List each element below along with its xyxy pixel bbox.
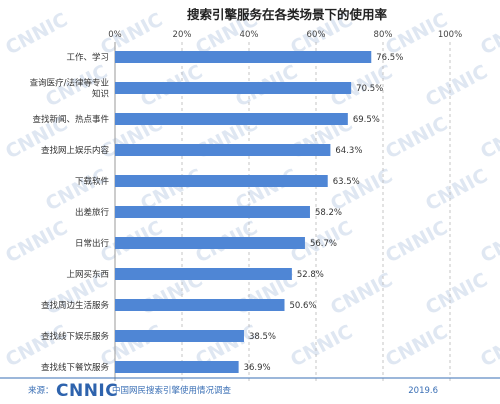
- data-label: 58.2%: [315, 208, 342, 218]
- bar: [115, 144, 331, 156]
- bar: [115, 113, 348, 125]
- watermark-text: CNNIC: [382, 321, 451, 372]
- footer-source-label: 来源：: [28, 386, 54, 396]
- watermark-text: CNNIC: [287, 321, 356, 372]
- footer-report-title: 中国网民搜索引擎使用情况调查: [112, 385, 232, 396]
- watermark-text: CNNIC: [2, 217, 71, 268]
- category-label: 工作、学习: [66, 52, 109, 63]
- watermark-text: CNNIC: [382, 113, 451, 164]
- category-label: 知识: [92, 89, 109, 100]
- bar: [115, 82, 352, 94]
- data-label: 63.5%: [333, 177, 360, 187]
- chart-title: 搜索引擎服务在各类场景下的使用率: [187, 7, 388, 22]
- bar: [115, 299, 285, 311]
- bar: [115, 268, 292, 280]
- watermark-text: CNNIC: [477, 217, 500, 268]
- bar: [115, 237, 305, 249]
- x-tick-label: 0%: [108, 30, 122, 40]
- x-tick-label: 60%: [307, 30, 326, 40]
- watermark-text: CNNIC: [422, 165, 491, 216]
- category-label: 查找线下餐饮服务: [41, 362, 110, 373]
- bar: [115, 206, 310, 218]
- watermark-text: CNNIC: [477, 321, 500, 372]
- x-tick-label: 20%: [173, 30, 192, 40]
- category-label: 查找网上娱乐内容: [41, 145, 110, 156]
- watermark-text: CNNIC: [327, 269, 396, 320]
- data-label: 50.6%: [290, 301, 317, 311]
- category-label: 查询医疗/法律等专业: [30, 78, 109, 89]
- data-label: 36.9%: [244, 363, 271, 373]
- watermark-text: CNNIC: [422, 269, 491, 320]
- x-tick-label: 40%: [240, 30, 259, 40]
- category-label: 上网买东西: [66, 269, 109, 280]
- bar: [115, 175, 328, 187]
- data-label: 56.7%: [310, 239, 337, 249]
- footer-date: 2019.6: [408, 386, 438, 396]
- bar: [115, 330, 244, 342]
- x-tick-label: 100%: [438, 30, 462, 40]
- cnnic-logo: CNNIC: [56, 381, 118, 401]
- watermark-text: CNNIC: [382, 217, 451, 268]
- category-label: 下载软件: [75, 176, 110, 187]
- x-axis: 0% 20% 40% 60% 80% 100%: [108, 30, 462, 381]
- bar: [115, 51, 372, 63]
- category-label: 查找新闻、热点事件: [32, 114, 109, 125]
- bar: [115, 361, 239, 373]
- data-label: 38.5%: [249, 332, 276, 342]
- data-label: 64.3%: [335, 146, 362, 156]
- data-label: 76.5%: [376, 53, 403, 63]
- data-label: 52.8%: [297, 270, 324, 280]
- category-label: 查找线下娱乐服务: [41, 331, 110, 342]
- watermark-text: CNNIC: [477, 113, 500, 164]
- data-label: 69.5%: [353, 115, 380, 125]
- footer: 来源： CNNIC 中国网民搜索引擎使用情况调查 2019.6: [0, 377, 500, 401]
- watermark-text: CNNIC: [422, 61, 491, 112]
- category-label: 出差旅行: [75, 207, 110, 218]
- category-label: 查找周边生活服务: [41, 300, 110, 311]
- x-tick-label: 80%: [374, 30, 393, 40]
- watermark-text: CNNIC: [2, 9, 71, 60]
- watermark-text: CNNIC: [477, 9, 500, 60]
- data-label: 70.5%: [356, 84, 383, 94]
- category-label: 日常出行: [75, 238, 110, 249]
